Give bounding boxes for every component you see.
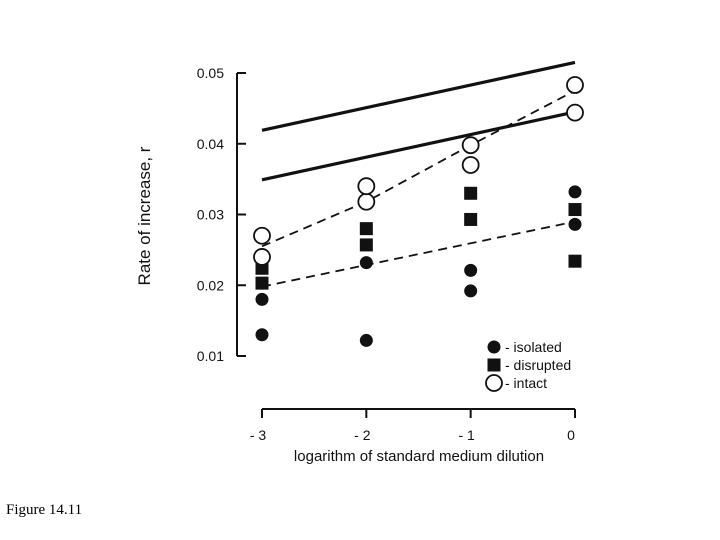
x-tick-label: 0 [567, 427, 575, 443]
disrupted-point [359, 222, 373, 236]
solid-line [261, 110, 576, 182]
disrupted-point [568, 203, 582, 217]
legend-intact-marker [485, 374, 503, 392]
isolated-point [464, 284, 478, 298]
x-ticks: - 3 - 2 - 1 0 [250, 409, 576, 443]
x-axis-label: logarithm of standard medium dilution [294, 448, 544, 465]
y-tick-label: 0.01 [197, 348, 224, 364]
disrupted-point [568, 254, 582, 268]
legend-isolated-marker [487, 340, 501, 354]
x-axis: - 3 - 2 - 1 0 logarithm of standard medium … [250, 408, 576, 465]
intact-point [253, 226, 271, 245]
isolated-point [359, 256, 373, 270]
disrupted-point [359, 238, 373, 252]
isolated-point [464, 263, 478, 277]
y-tick-label: 0.03 [197, 207, 224, 223]
disrupted-point [464, 186, 478, 200]
y-axis: 0.01 0.02 0.03 0.04 0.05 Rate of increase, r [135, 65, 246, 364]
intact-point [461, 136, 480, 155]
isolated-point [568, 217, 582, 231]
y-tick-label: 0.04 [197, 136, 224, 152]
intact-point [566, 76, 584, 94]
isolated-point [255, 292, 269, 306]
intact-point [253, 248, 271, 266]
intact-point [357, 177, 376, 196]
intact-point [461, 156, 480, 174]
solid-line [261, 60, 576, 132]
intact-point [357, 192, 376, 211]
y-tick-label: 0.05 [197, 65, 224, 81]
fit-lines [261, 60, 576, 288]
y-tick-label: 0.02 [197, 277, 224, 293]
isolated-point [568, 185, 582, 199]
disrupted-point [464, 212, 478, 226]
legend-label: - intact [505, 375, 547, 391]
dashed-line [261, 89, 576, 248]
x-tick-label: - 3 [250, 427, 267, 443]
legend-disrupted-marker [487, 358, 501, 372]
x-tick-label: - 1 [458, 427, 475, 443]
dashed-line [261, 220, 576, 288]
legend-label: - isolated [505, 339, 562, 355]
intact-point [566, 103, 584, 122]
y-ticks: 0.01 0.02 0.03 0.04 0.05 [197, 65, 246, 364]
legend: - isolated - disrupted - intact [485, 339, 571, 392]
disrupted-point [255, 276, 269, 290]
legend-label: - disrupted [505, 357, 571, 373]
isolated-point [359, 333, 373, 347]
x-tick-label: - 2 [354, 427, 371, 443]
data-points [253, 76, 584, 347]
figure-caption: Figure 14.11 [6, 502, 83, 518]
isolated-point [255, 328, 269, 342]
y-axis-label: Rate of increase, r [135, 146, 154, 285]
